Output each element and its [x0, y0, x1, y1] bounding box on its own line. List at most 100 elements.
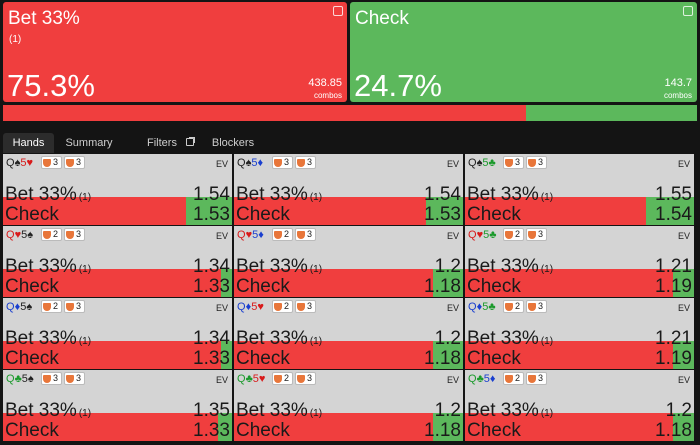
hand-cell[interactable]: Q♦5♠ 2 3 EV Bet 33% (1) Check 1.34 1.33 — [3, 298, 232, 369]
action-card[interactable]: Check 24.7% 143.7 combos — [350, 2, 697, 103]
card-rank: Q — [6, 157, 15, 169]
badge-icon — [528, 159, 536, 167]
badge-number: 2 — [53, 229, 59, 239]
strategy-bar — [465, 341, 694, 369]
bet-size-note: (1) — [540, 192, 554, 203]
badge-icon — [43, 231, 51, 239]
hand-cell[interactable]: Q♥5♦ 2 3 EV Bet 33% (1) Check 1.2 1.18 — [234, 226, 463, 297]
strategy-bar — [234, 269, 463, 297]
action-card[interactable]: Bet 33% (1) 75.3% 438.85 combos — [3, 2, 347, 103]
badge-number: 3 — [53, 373, 59, 383]
badge-icon — [43, 159, 51, 167]
hand-cell[interactable]: Q♠5♣ 3 3 EV Bet 33% (1) Check 1.55 1.54 — [465, 154, 694, 225]
bet-label: Bet 33% (1) — [467, 257, 553, 280]
card-suit: ♦ — [476, 301, 483, 313]
card-suit: ♣ — [245, 373, 253, 385]
check-ev: 1.33 — [193, 276, 230, 297]
bet-ev: 1.2 — [434, 400, 461, 421]
check-frequency — [673, 269, 694, 297]
bet-label: Bet 33% (1) — [5, 329, 91, 352]
bet-frequency — [3, 269, 221, 297]
card-rank: Q — [6, 229, 15, 241]
badge-number: 3 — [76, 373, 82, 383]
bet-name: Bet 33% — [236, 256, 308, 277]
badge-icon — [297, 375, 305, 383]
blocker-badge: 3 — [64, 228, 85, 241]
hand-cell[interactable]: Q♥5♠ 2 3 EV Bet 33% (1) Check 1.34 1.33 — [3, 226, 232, 297]
hand-cards: Q♥5♣ — [468, 228, 496, 242]
card-rank: 5 — [252, 229, 259, 241]
badge-number: 2 — [284, 373, 290, 383]
bet-label: Bet 33% (1) — [467, 185, 553, 208]
card-rank: 5 — [21, 373, 28, 385]
check-ev: 1.54 — [655, 204, 692, 225]
card-rank: Q — [237, 373, 246, 385]
check-label: Check — [467, 420, 521, 441]
check-ev: 1.18 — [424, 276, 461, 297]
hand-cards: Q♦5♥ — [237, 300, 264, 314]
card-rank: 5 — [20, 157, 27, 169]
hand-cell[interactable]: Q♦5♥ 2 3 EV Bet 33% (1) Check 1.2 1.18 — [234, 298, 463, 369]
badge-number: 3 — [76, 229, 82, 239]
strategy-bar — [465, 197, 694, 225]
check-label: Check — [5, 348, 59, 369]
bet-name: Bet 33% — [5, 184, 77, 205]
bet-size-note: (1) — [78, 336, 92, 347]
badge-number: 3 — [284, 157, 290, 167]
blocker-badge: 2 — [41, 300, 62, 313]
card-rank: Q — [237, 229, 246, 241]
card-suit: ♦ — [245, 301, 252, 313]
badge-icon — [505, 375, 513, 383]
hand-cards: Q♠5♦ — [237, 156, 263, 170]
badge-number: 3 — [538, 157, 544, 167]
bet-size-note: (1) — [540, 408, 554, 419]
action-combos: 143.7 — [664, 77, 692, 89]
hand-cell[interactable]: Q♣5♥ 2 3 EV Bet 33% (1) Check 1.2 1.18 — [234, 370, 463, 441]
card-rank: Q — [468, 157, 477, 169]
card-rank: 5 — [21, 229, 28, 241]
bet-ev: 1.55 — [655, 184, 692, 205]
hand-cards: Q♣5♠ — [6, 372, 34, 386]
hand-cell[interactable]: Q♣5♠ 3 3 EV Bet 33% (1) Check 1.35 1.33 — [3, 370, 232, 441]
ev-label: EV — [677, 375, 690, 385]
bet-name: Bet 33% — [467, 328, 539, 349]
bet-size-note: (1) — [540, 336, 554, 347]
ev-label: EV — [446, 375, 459, 385]
hand-cell[interactable]: Q♥5♣ 2 3 EV Bet 33% (1) Check 1.21 1.19 — [465, 226, 694, 297]
card-suit: ♣ — [488, 301, 496, 313]
ev-label: EV — [215, 159, 228, 169]
badge-icon — [297, 231, 305, 239]
card-suit: ♦ — [489, 373, 496, 385]
tab[interactable]: Filters — [128, 133, 196, 153]
check-frequency — [673, 341, 694, 369]
check-frequency — [220, 269, 232, 297]
blocker-badge: 3 — [526, 372, 547, 385]
combos-label: combos — [663, 91, 692, 100]
ev-label: EV — [677, 231, 690, 241]
hand-cell[interactable]: Q♠5♥ 3 3 EV Bet 33% (1) Check 1.54 1.53 — [3, 154, 232, 225]
check-ev: 1.19 — [655, 348, 692, 369]
check-frequency — [426, 197, 463, 225]
badge-icon — [505, 231, 513, 239]
hand-cards: Q♥5♦ — [237, 228, 264, 242]
blocker-badge: 3 — [295, 156, 316, 169]
badge-number: 3 — [53, 157, 59, 167]
blocker-badge: 3 — [295, 300, 316, 313]
corner-icon — [333, 6, 343, 16]
bet-frequency — [234, 269, 434, 297]
card-suit: ♣ — [14, 373, 22, 385]
hand-cell[interactable]: Q♦5♣ 2 3 EV Bet 33% (1) Check 1.21 1.19 — [465, 298, 694, 369]
hand-cell[interactable]: Q♠5♦ 3 3 EV Bet 33% (1) Check 1.54 1.53 — [234, 154, 463, 225]
card-suit: ♠ — [27, 229, 34, 241]
action-size-note: (1) — [9, 34, 22, 45]
tab-label: Hands — [12, 137, 45, 149]
card-suit: ♦ — [257, 157, 264, 169]
badge-number: 2 — [515, 301, 521, 311]
tab[interactable]: Summary — [56, 133, 122, 153]
tab[interactable]: Blockers — [200, 133, 266, 153]
check-frequency — [433, 413, 463, 441]
hand-cell[interactable]: Q♣5♦ 2 3 EV Bet 33% (1) Check 1.2 1.18 — [465, 370, 694, 441]
check-label: Check — [236, 348, 290, 369]
bet-name: Bet 33% — [236, 328, 308, 349]
tab[interactable]: Hands — [3, 133, 54, 153]
